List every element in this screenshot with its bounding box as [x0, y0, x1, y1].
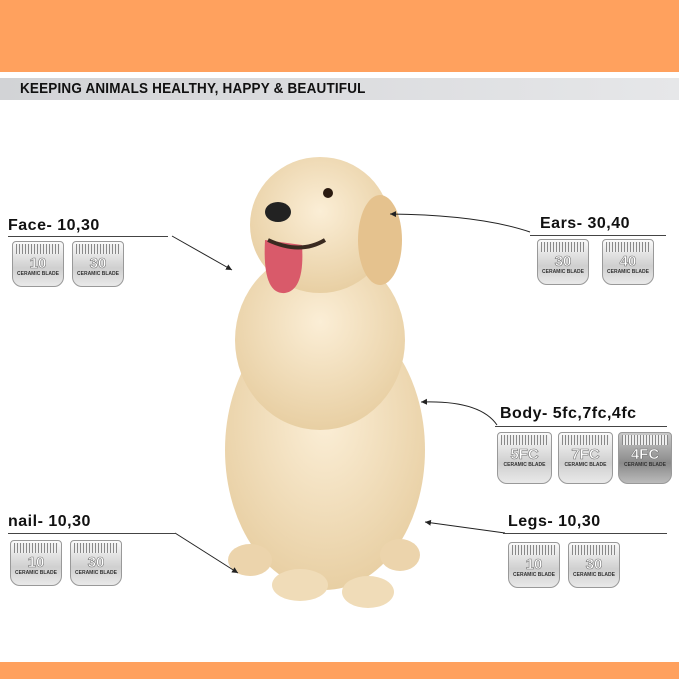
arrow-ears: [389, 211, 531, 233]
dog-paw-left: [272, 569, 328, 601]
legs-rule: [503, 533, 667, 534]
blade-body-1: 5FC CERAMIC BLADE: [497, 432, 552, 484]
dog-nose: [265, 202, 291, 222]
blade-nail-2: 30 CERAMIC BLADE: [70, 540, 122, 586]
tagline: KEEPING ANIMALS HEALTHY, HAPPY & BEAUTIF…: [20, 80, 366, 97]
blade-body-2: 7FC CERAMIC BLADE: [558, 432, 613, 484]
ears-rule: [530, 235, 666, 236]
dog-ear: [358, 195, 402, 285]
dog-tongue: [264, 240, 303, 294]
blade-ears-2: 40 CERAMIC BLADE: [602, 239, 654, 285]
face-rule: [8, 236, 168, 237]
legs-label: Legs- 10,30: [508, 513, 601, 530]
dog-hind-left: [228, 544, 272, 576]
ears-label: Ears- 30,40: [540, 215, 631, 232]
nail-rule: [8, 533, 176, 534]
blade-face-2: 30 CERAMIC BLADE: [72, 241, 124, 287]
body-rule: [495, 426, 667, 427]
blade-legs-1: 10 CERAMIC BLADE: [508, 542, 560, 588]
blade-legs-2: 30 CERAMIC BLADE: [568, 542, 620, 588]
arrow-face: [171, 235, 233, 271]
dog-chest: [235, 250, 405, 430]
blade-nail-1: 10 CERAMIC BLADE: [10, 540, 62, 586]
body-label: Body- 5fc,7fc,4fc: [500, 405, 637, 422]
nail-label: nail- 10,30: [8, 513, 91, 530]
face-label: Face- 10,30: [8, 217, 100, 234]
blade-body-3: 4FC CERAMIC BLADE: [618, 432, 672, 484]
blade-face-1: 10 CERAMIC BLADE: [12, 241, 64, 287]
tagline-band: [0, 78, 679, 100]
top-orange-bar: [0, 0, 679, 72]
bottom-orange-bar: [0, 662, 679, 679]
dog-paw-right: [342, 576, 394, 608]
arrow-legs: [424, 519, 506, 534]
dog-eye: [323, 188, 333, 198]
dog-hind-right: [380, 539, 420, 571]
arrow-body: [420, 398, 498, 426]
dog-mouth: [267, 238, 327, 250]
blade-ears-1: 30 CERAMIC BLADE: [537, 239, 589, 285]
arrow-nail: [174, 532, 239, 574]
